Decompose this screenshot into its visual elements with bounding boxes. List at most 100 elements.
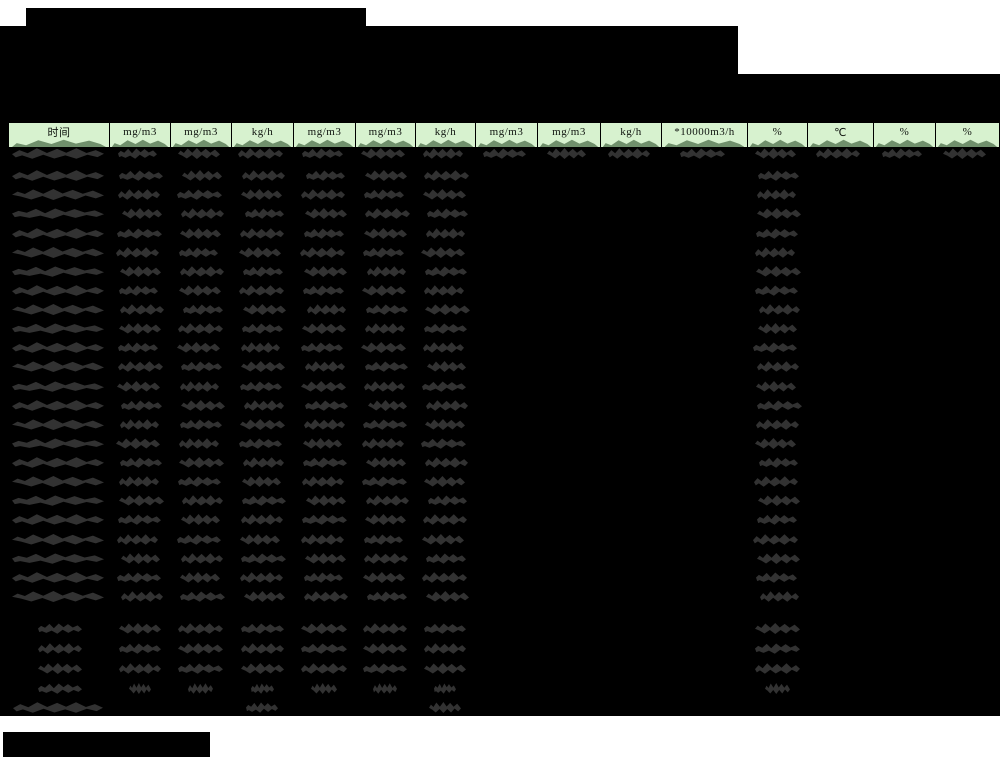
redacted-cell-value [242,495,286,506]
redacted-cell-value [181,361,222,372]
table-data-area [0,74,1000,716]
redacted-cell-value [243,266,283,277]
redacted-cell-value [759,457,798,468]
redacted-cell-value [365,514,406,525]
redacted-cell-value [119,643,161,654]
redaction-smudge [295,139,354,147]
redacted-cell-value [362,476,407,487]
redaction-smudge [875,139,934,147]
redacted-cell-value [757,400,802,411]
redaction-smudge [477,139,536,147]
redacted-time-value [12,189,104,200]
redacted-cell-value [118,189,160,200]
redacted-cell-value [434,683,456,694]
redacted-cell-value [240,419,285,430]
redacted-cell-value [180,419,222,430]
redacted-cell-value [364,189,404,200]
redacted-cell-value [757,553,800,564]
redacted-title-block-1 [26,8,366,26]
redacted-cell-value [424,285,464,296]
redacted-cell-value [758,323,797,334]
redacted-cell-value [304,266,347,277]
redacted-cell-value [753,342,797,353]
redacted-cell-value [301,663,347,674]
redacted-cell-value [119,495,164,506]
redaction-smudge [172,139,230,147]
redacted-cell-value [943,148,986,159]
redacted-cell-value [304,591,348,602]
redacted-cell-value [757,514,797,525]
redacted-cell-value [301,381,346,392]
redacted-cell-value [304,572,343,583]
redacted-cell-value [181,553,223,564]
redacted-cell-value [756,572,797,583]
redacted-time-value [12,553,104,564]
redacted-cell-value [422,381,466,392]
header-label: *10000m3/h [674,126,735,138]
redacted-cell-value [426,400,468,411]
redacted-cell-value [183,304,223,315]
redacted-cell-value [305,400,348,411]
redacted-time-value [12,381,104,392]
redacted-cell-value [882,148,922,159]
redaction-smudge [357,139,414,147]
redacted-cell-value [121,591,163,602]
redacted-cell-value [753,534,798,545]
redacted-time-value [12,534,104,545]
redacted-cell-value [365,170,407,181]
redacted-cell-value [241,189,282,200]
redacted-time-value [12,400,104,411]
redacted-time-value [12,572,104,583]
redacted-cell-value [303,438,342,449]
redacted-time-value [12,304,104,315]
redacted-cell-value [301,342,343,353]
redacted-cell-value [241,361,285,372]
redacted-cell-value [362,438,404,449]
redacted-cell-value [244,591,285,602]
header-cell-0: 时间 [9,123,110,147]
redacted-cell-value [425,457,468,468]
redacted-time-value [12,208,104,219]
redacted-cell-value [301,623,347,634]
redacted-cell-value [241,553,286,564]
header-cell-11: % [748,123,808,147]
redacted-cell-value [243,304,286,315]
redacted-cell-value [424,663,466,674]
redacted-cell-value [547,148,586,159]
redacted-cell-value [241,623,284,634]
header-label: % [962,126,973,138]
redacted-cell-value [304,419,345,430]
redacted-cell-value [366,304,408,315]
redacted-cell-value [755,285,798,296]
redacted-cell-value [373,683,397,694]
header-cell-13: % [874,123,936,147]
redacted-cell-value [301,643,347,654]
redacted-cell-value [245,208,284,219]
redacted-cell-value [367,266,406,277]
redacted-cell-value [120,457,162,468]
redacted-cell-value [608,148,650,159]
redacted-cell-value [363,572,405,583]
header-cell-12: ℃ [808,123,874,147]
redacted-cell-value [758,170,799,181]
header-cell-9: kg/h [601,123,662,147]
header-label: % [899,126,910,138]
redacted-time-value [12,591,104,602]
redacted-cell-value [300,247,345,258]
redacted-cell-value [241,342,280,353]
redacted-time-value [12,419,104,430]
redacted-cell-value [423,342,464,353]
redacted-cell-value [238,148,283,159]
redacted-time-value [12,361,104,372]
redacted-cell-value [483,148,526,159]
redacted-cell-value [119,323,161,334]
redacted-cell-value [757,361,799,372]
redacted-cell-value [119,476,159,487]
redacted-cell-value [421,247,465,258]
redacted-cell-value [757,208,801,219]
redacted-cell-value [362,285,406,296]
redacted-cell-value [118,514,161,525]
redacted-cell-value [305,361,345,372]
redaction-smudge [417,139,474,147]
redacted-cell-value [755,623,800,634]
